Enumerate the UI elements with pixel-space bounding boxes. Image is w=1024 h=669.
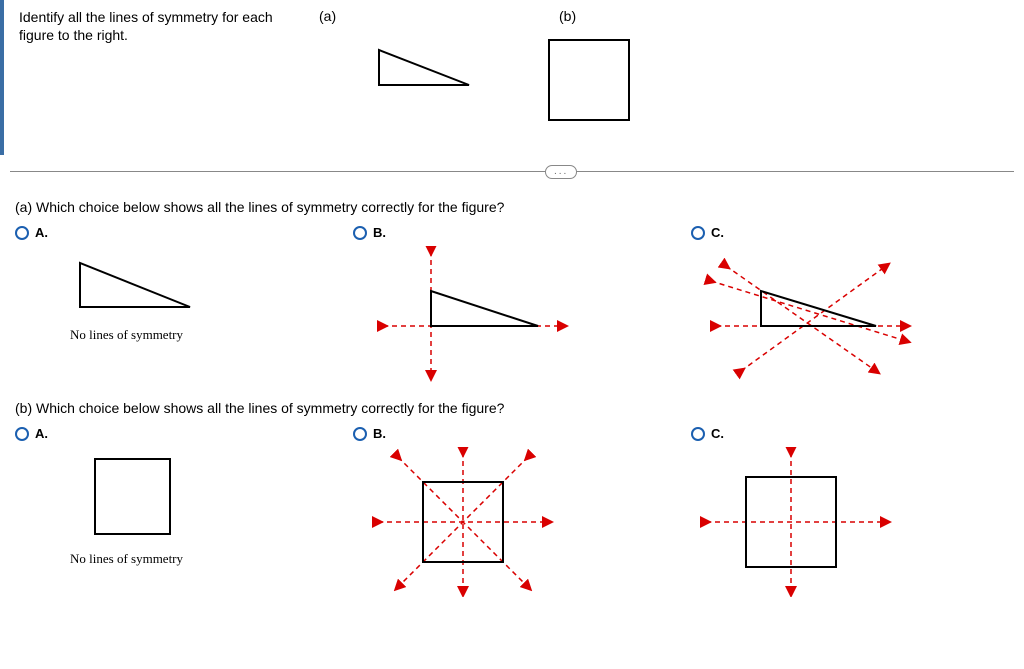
figure-a-label: (a) bbox=[319, 8, 336, 24]
choice-label: C. bbox=[711, 225, 724, 240]
square-two-lines bbox=[691, 447, 911, 597]
radio-b-b[interactable] bbox=[353, 427, 367, 441]
radio-a-b[interactable] bbox=[353, 226, 367, 240]
part-a-question: (a) Which choice below shows all the lin… bbox=[15, 199, 1009, 215]
choice-label: B. bbox=[373, 426, 386, 441]
square-plain bbox=[85, 449, 185, 549]
caption-no-lines: No lines of symmetry bbox=[70, 551, 333, 567]
triangle-two-lines bbox=[353, 246, 573, 386]
figure-a-triangle bbox=[374, 45, 474, 95]
radio-b-c[interactable] bbox=[691, 427, 705, 441]
ellipsis-badge[interactable]: ... bbox=[545, 165, 577, 179]
figure-b-label: (b) bbox=[559, 8, 576, 24]
triangle-plain bbox=[70, 255, 200, 325]
part-b-choice-a: A. No lines of symmetry bbox=[15, 426, 333, 597]
divider: ... bbox=[0, 165, 1024, 177]
triangle-many-lines bbox=[691, 246, 921, 386]
instruction-text: Identify all the lines of symmetry for e… bbox=[19, 8, 299, 44]
part-b-question: (b) Which choice below shows all the lin… bbox=[15, 400, 1009, 416]
part-a: (a) Which choice below shows all the lin… bbox=[0, 195, 1024, 396]
radio-b-a[interactable] bbox=[15, 427, 29, 441]
choice-label: C. bbox=[711, 426, 724, 441]
choice-label: A. bbox=[35, 225, 48, 240]
choice-label: A. bbox=[35, 426, 48, 441]
part-b-choice-b: B. bbox=[353, 426, 671, 597]
radio-a-c[interactable] bbox=[691, 226, 705, 240]
part-a-choice-c: C. bbox=[691, 225, 1009, 386]
part-b: (b) Which choice below shows all the lin… bbox=[0, 396, 1024, 607]
figure-b-square bbox=[544, 35, 634, 125]
radio-a-a[interactable] bbox=[15, 226, 29, 240]
caption-no-lines: No lines of symmetry bbox=[70, 327, 333, 343]
part-b-choice-c: C. bbox=[691, 426, 1009, 597]
part-a-choice-b: B. bbox=[353, 225, 671, 386]
problem-header: Identify all the lines of symmetry for e… bbox=[0, 0, 1024, 155]
square-four-lines bbox=[353, 447, 573, 597]
part-a-choice-a: A. No lines of symmetry bbox=[15, 225, 333, 386]
choice-label: B. bbox=[373, 225, 386, 240]
